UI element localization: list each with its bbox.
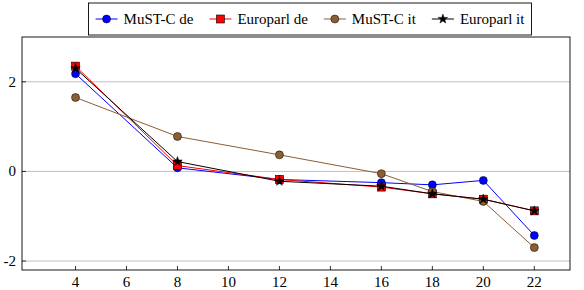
tick-label: 16 (374, 274, 390, 290)
legend-label: MuST-C de (124, 11, 194, 27)
marker (173, 157, 183, 166)
tick-label: 0 (9, 163, 17, 179)
tick (330, 266, 331, 270)
marker (428, 189, 438, 198)
tick-label: -2 (4, 253, 17, 269)
tick (22, 261, 26, 262)
tick (483, 266, 484, 270)
tick-label: 2 (9, 74, 17, 90)
tick (381, 266, 382, 270)
marker (72, 93, 80, 101)
tick (534, 266, 535, 270)
legend-label: Europarl it (460, 11, 525, 27)
chart: -2 0 2 4 6 8 10 12 14 16 18 20 22 MuST-C de Europarl d… (0, 0, 584, 290)
tick-label: 8 (174, 274, 182, 290)
marker (479, 194, 489, 203)
legend-marker (331, 15, 339, 23)
legend-marker (216, 15, 224, 23)
plot-frame (22, 37, 570, 270)
tick-label: 14 (323, 274, 339, 290)
plot-area (71, 62, 539, 251)
tick-label: 12 (272, 274, 287, 290)
marker (275, 151, 283, 159)
grid-line (22, 171, 570, 172)
legend-item: MuST-C it (324, 11, 417, 27)
series-line (76, 66, 535, 211)
tick (22, 171, 26, 172)
legend-item: MuST-C de (96, 11, 194, 27)
tick (75, 266, 76, 270)
tick-label: 18 (425, 274, 440, 290)
legend: MuST-C de Europarl de MuST-C it Europarl it (89, 3, 532, 35)
marker (173, 132, 181, 140)
marker (530, 231, 538, 239)
tick (279, 266, 280, 270)
series-line (76, 74, 535, 236)
series-line (76, 68, 535, 210)
tick (177, 266, 178, 270)
marker (530, 244, 538, 252)
marker (71, 63, 81, 72)
marker (377, 170, 385, 178)
tick (432, 266, 433, 270)
marker (377, 181, 387, 190)
legend-label: Europarl de (237, 11, 308, 27)
series-line (76, 97, 535, 247)
legend-marker (103, 15, 111, 23)
tick-label: 4 (72, 274, 80, 290)
grid-line (22, 81, 570, 82)
tick-label: 6 (123, 274, 131, 290)
tick-label: 22 (527, 274, 542, 290)
legend-item: Europarl it (432, 11, 525, 27)
legend-item: Europarl de (209, 11, 308, 27)
tick (22, 81, 26, 82)
tick (228, 266, 229, 270)
legend-box (89, 3, 532, 35)
marker (479, 176, 487, 184)
tick (126, 266, 127, 270)
marker (275, 176, 285, 185)
tick-label: 10 (221, 274, 236, 290)
grid-line (22, 261, 570, 262)
legend-marker (438, 14, 448, 23)
marker (530, 206, 540, 215)
tick-label: 20 (476, 274, 491, 290)
legend-label: MuST-C it (352, 11, 417, 27)
